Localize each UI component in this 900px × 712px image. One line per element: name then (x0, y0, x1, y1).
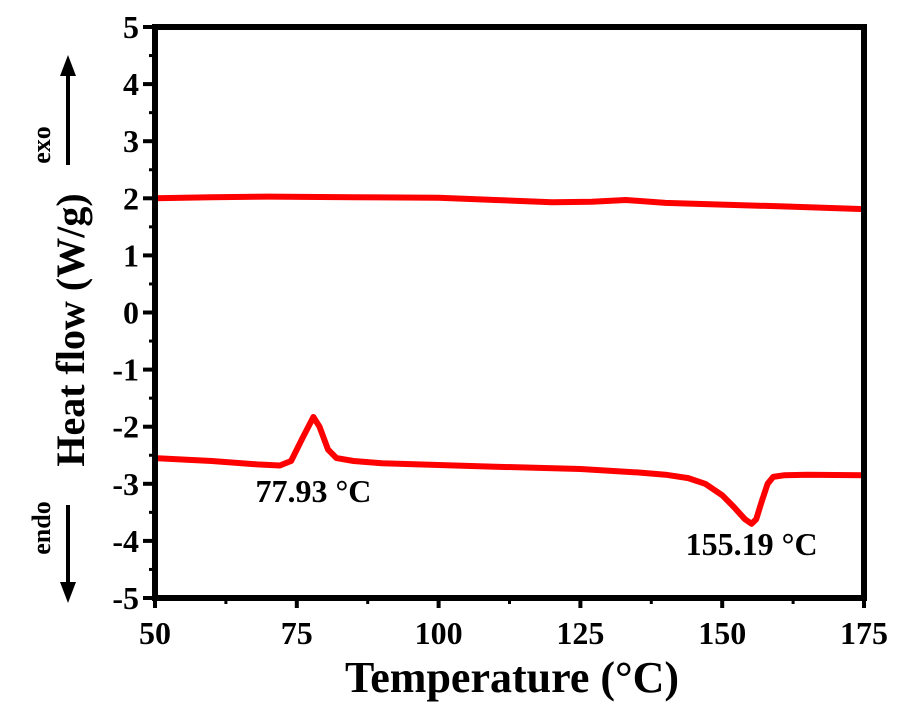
x-tick-label: 175 (840, 615, 888, 651)
exo-indicator: exo (27, 55, 76, 165)
x-tick-label: 100 (415, 615, 463, 651)
exo-label: exo (27, 126, 56, 164)
y-tick-label: -2 (112, 409, 139, 445)
x-tick-label: 150 (698, 615, 746, 651)
endo-arrow-head-icon (60, 582, 76, 603)
y-tick-label: 2 (123, 180, 139, 216)
series-line-upper (152, 193, 867, 213)
y-tick-label: 1 (123, 237, 139, 273)
endo-indicator: endo (27, 501, 76, 603)
x-tick-label: 125 (556, 615, 604, 651)
x-axis-label: Temperature (°C) (345, 653, 679, 702)
y-tick-label: 0 (123, 295, 139, 331)
series-line-lower (152, 414, 867, 527)
y-tick-label: 3 (123, 123, 139, 159)
y-tick-label: -3 (112, 466, 139, 502)
endo-label: endo (27, 501, 56, 554)
y-tick-label: 4 (123, 66, 139, 102)
y-tick-label: -1 (112, 352, 139, 388)
y-axis-label-group: Heat flow (W/g) (48, 193, 93, 466)
peak-annotation: 77.93 °C (255, 473, 371, 509)
plot-frame (152, 24, 867, 601)
y-tick-label: -4 (112, 523, 139, 559)
y-axis-label: Heat flow (W/g) (48, 193, 93, 466)
exo-arrow-head-icon (60, 55, 76, 76)
x-tick-label: 75 (281, 615, 313, 651)
peak-annotation: 155.19 °C (686, 526, 818, 562)
x-tick-label: 50 (139, 615, 171, 651)
y-tick-label: 5 (123, 9, 139, 45)
y-tick-label: -5 (112, 580, 139, 616)
